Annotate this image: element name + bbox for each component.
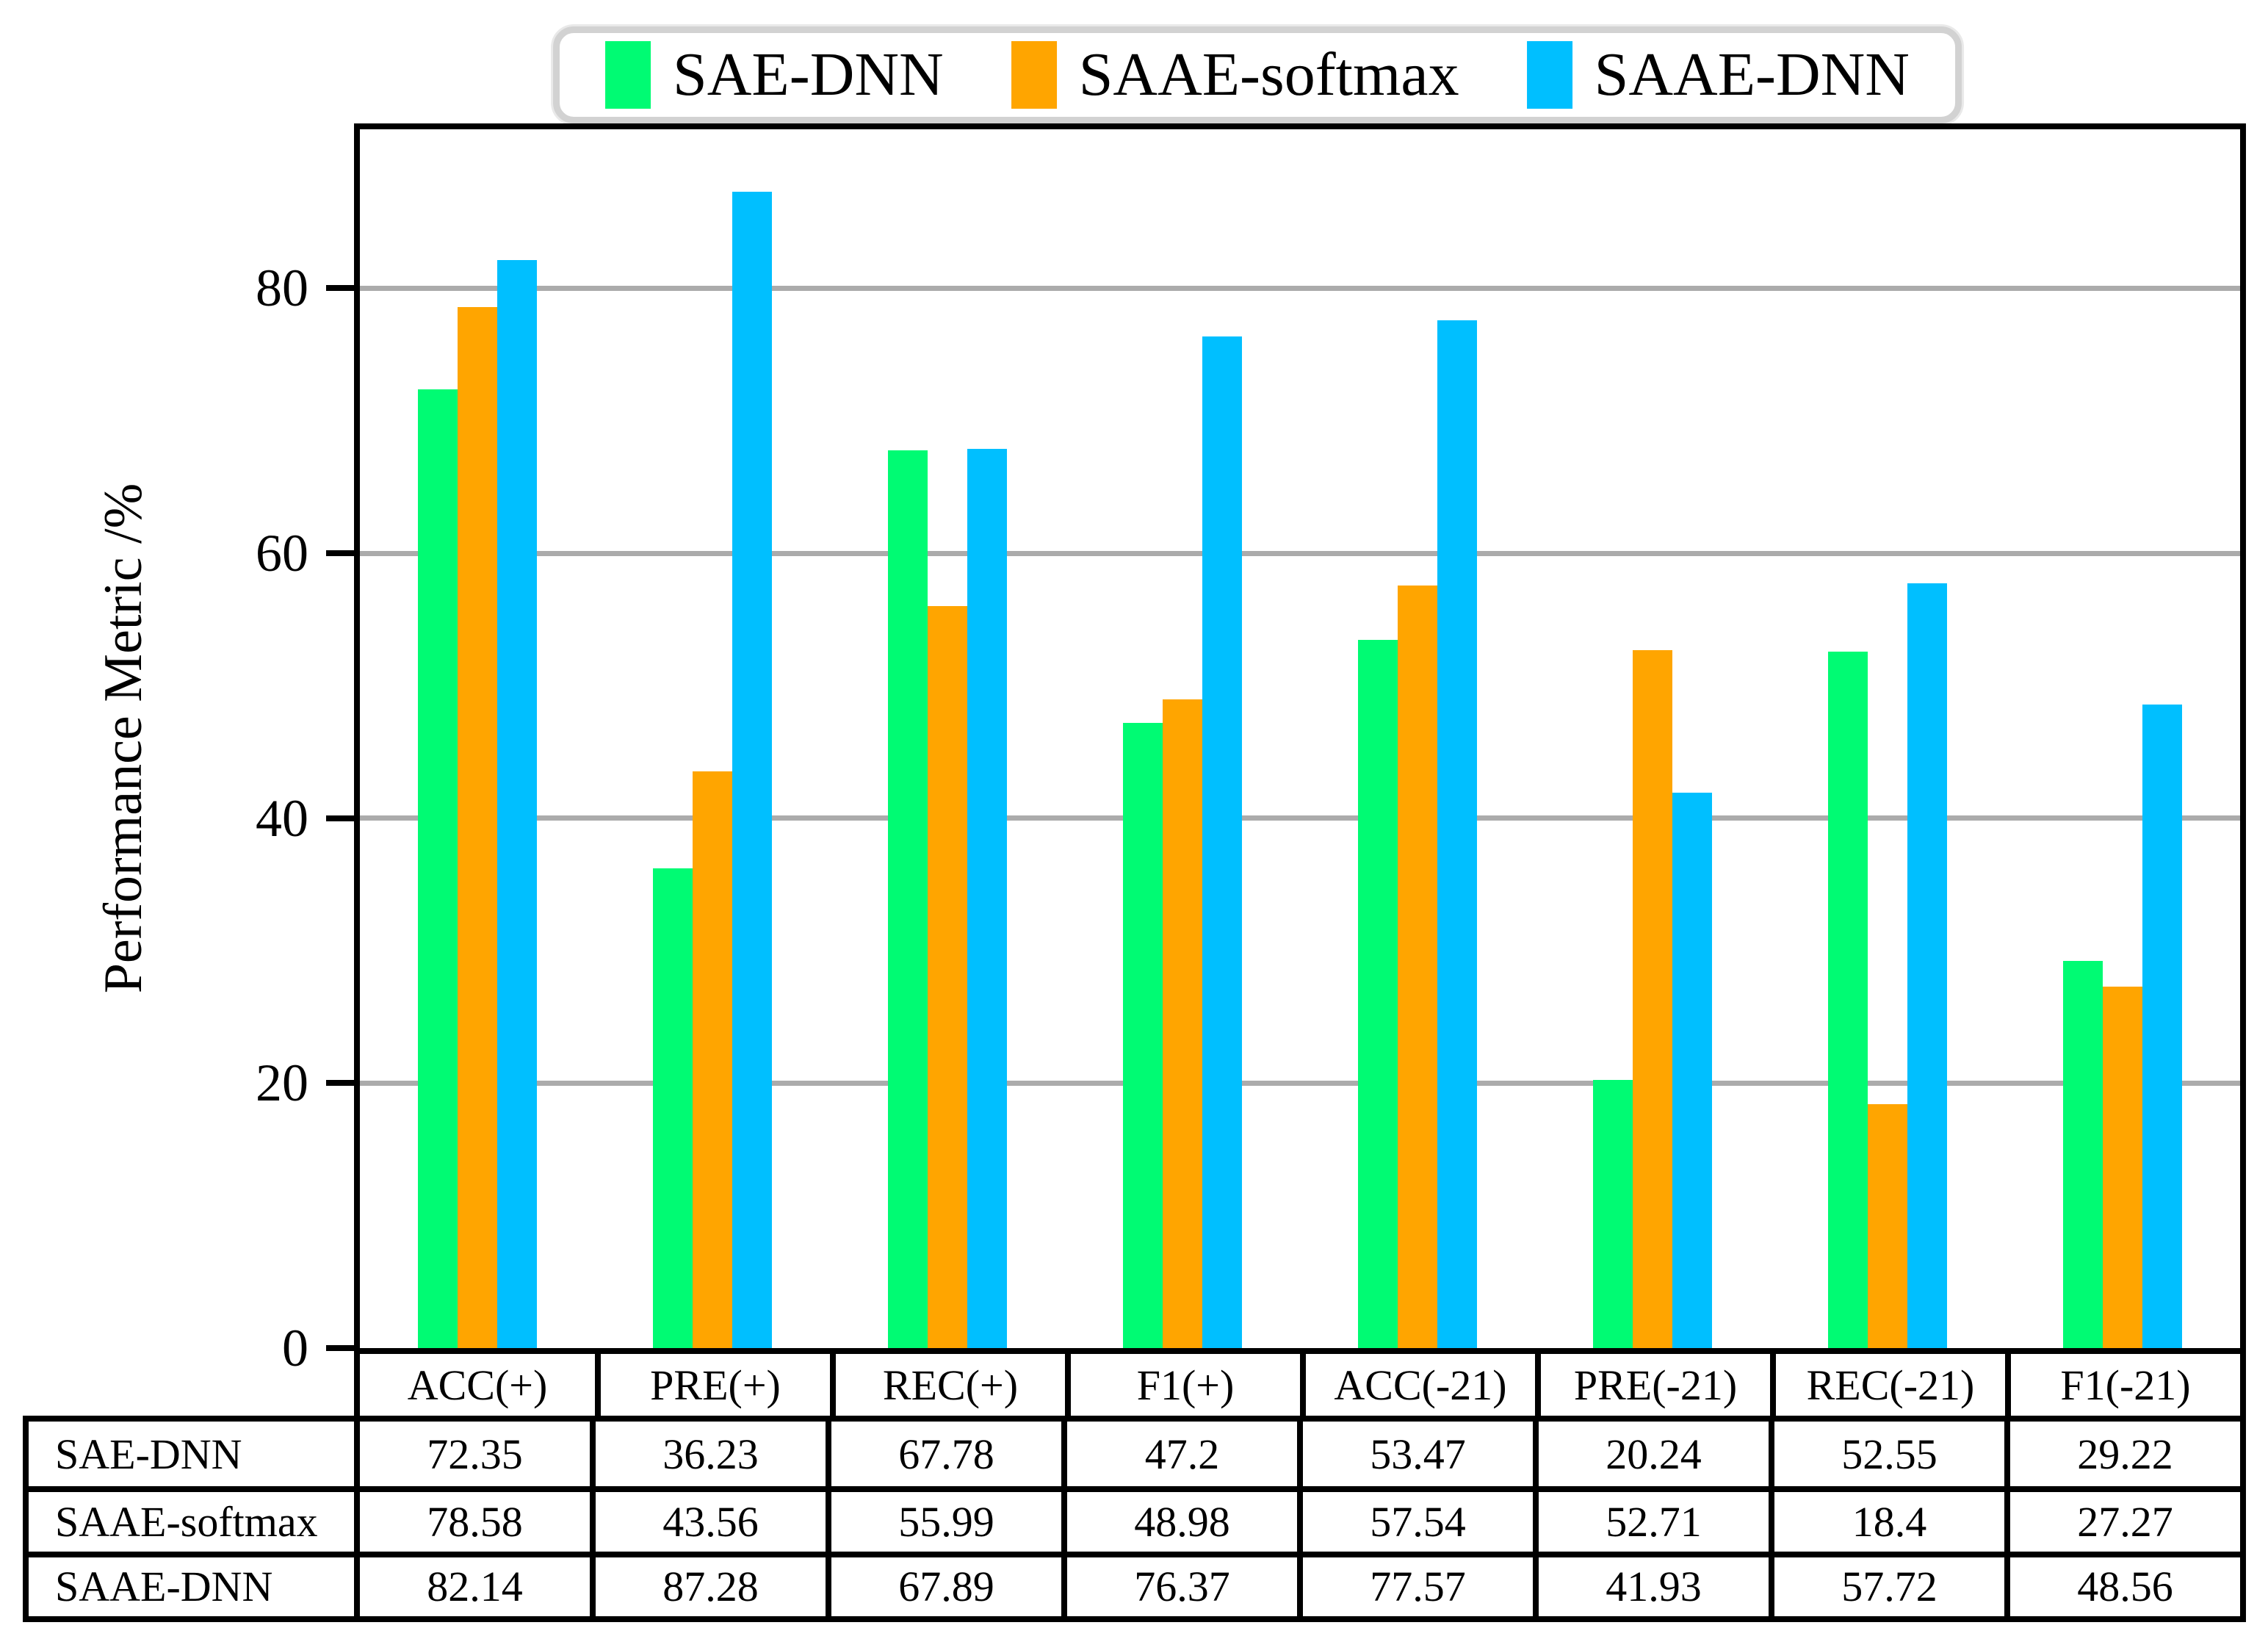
bar (1593, 1080, 1633, 1348)
y-tick-label: 0 (282, 1319, 308, 1377)
bar (1672, 792, 1712, 1348)
bar (693, 771, 732, 1348)
table-cell: 29.22 (2004, 1422, 2240, 1487)
bar (1358, 639, 1398, 1348)
table-header-cell: PRE(+) (595, 1354, 830, 1416)
table-cell: 67.78 (826, 1422, 1061, 1487)
bar (458, 307, 497, 1348)
bar (888, 450, 928, 1348)
bar (1123, 722, 1163, 1348)
bar (967, 448, 1007, 1348)
legend-item: SAAE-softmax (1011, 41, 1459, 109)
table-cell: 67.89 (826, 1551, 1061, 1616)
y-tick-label: 40 (256, 788, 308, 848)
table-cell: 57.54 (1297, 1486, 1533, 1552)
table-cell: 20.24 (1533, 1422, 1769, 1487)
table-cell: 87.28 (590, 1551, 826, 1616)
table-cell: 78.58 (354, 1486, 590, 1552)
y-tick-label: 60 (256, 524, 308, 583)
gridline (360, 285, 2240, 291)
legend-item: SAAE-DNN (1526, 40, 1910, 109)
bar (1868, 1104, 1907, 1348)
table-cell: 36.23 (590, 1422, 826, 1487)
table-header-cell: PRE(-21) (1535, 1354, 1770, 1416)
gridline (360, 550, 2240, 556)
table-header-cell: F1(-21) (2005, 1354, 2240, 1416)
table-header-cell: REC(+) (830, 1354, 1065, 1416)
legend-label: SAE-DNN (673, 40, 944, 109)
legend-swatch (605, 41, 651, 109)
bar (418, 389, 458, 1348)
bar (732, 192, 772, 1348)
table-cell: 53.47 (1297, 1422, 1533, 1487)
plot-area (354, 123, 2246, 1354)
table-row-label: SAAE-softmax (29, 1486, 354, 1551)
gridline (360, 1080, 2240, 1086)
legend-swatch (1526, 41, 1572, 109)
table-cell: 48.56 (2004, 1551, 2240, 1616)
bar (497, 259, 537, 1348)
bar (2142, 705, 2182, 1348)
y-tick (326, 550, 354, 557)
y-tick-label: 80 (256, 259, 308, 318)
bar (653, 868, 693, 1348)
legend: SAE-DNN SAAE-softmax SAAE-DNN (553, 26, 1962, 123)
table-cell: 82.14 (354, 1551, 590, 1616)
table-cell: 43.56 (590, 1486, 826, 1552)
table-cell: 48.98 (1061, 1486, 1297, 1552)
table-header-cell: F1(+) (1065, 1354, 1300, 1416)
table-header-cell: ACC(-21) (1300, 1354, 1535, 1416)
table-row-label: SAAE-DNN (29, 1551, 354, 1616)
table-header-cell: ACC(+) (407, 1361, 548, 1409)
table-header-row: ACC(+) PRE(+) REC(+) F1(+) ACC(-21) PRE(-21) R… (354, 1348, 2246, 1422)
table-header-cell: REC(-21) (1770, 1354, 2005, 1416)
legend-label: SAAE-DNN (1594, 40, 1910, 109)
legend-label: SAAE-softmax (1078, 40, 1459, 109)
bar (1398, 586, 1437, 1348)
table-cell: 52.55 (1769, 1422, 2004, 1487)
table-cell: 18.4 (1769, 1486, 2004, 1552)
legend-swatch (1011, 41, 1057, 109)
table-cell: 72.35 (354, 1422, 590, 1487)
table-cell: 52.71 (1533, 1486, 1769, 1552)
table-cell: 27.27 (2004, 1486, 2240, 1552)
table-cell: 77.57 (1297, 1551, 1533, 1616)
bar (1437, 320, 1477, 1348)
legend-item: SAE-DNN (605, 41, 944, 109)
table-cell: 76.37 (1061, 1551, 1297, 1616)
table-cell: 47.2 (1061, 1422, 1297, 1487)
table-cell: 41.93 (1533, 1551, 1769, 1616)
bar (2063, 961, 2103, 1348)
gridline (360, 815, 2240, 821)
bar (1163, 699, 1202, 1348)
bar (1633, 649, 1672, 1348)
bar (1828, 652, 1868, 1348)
y-axis: 0 20 40 60 80 (0, 129, 354, 1375)
table-cell: 57.72 (1769, 1551, 2004, 1616)
bar (928, 606, 967, 1348)
y-tick (326, 815, 354, 821)
table-cell: 55.99 (826, 1486, 1061, 1552)
y-tick (326, 1080, 354, 1087)
table-body: SAE-DNN 72.35 36.23 67.78 47.2 53.47 20.24 52.5… (23, 1416, 2246, 1622)
y-tick (326, 1345, 354, 1351)
bar (1202, 336, 1242, 1348)
bar (2103, 987, 2142, 1348)
bar (1907, 583, 1947, 1348)
y-tick (326, 285, 354, 292)
table-row-label: SAE-DNN (55, 1430, 242, 1478)
y-tick-label: 20 (256, 1053, 308, 1113)
